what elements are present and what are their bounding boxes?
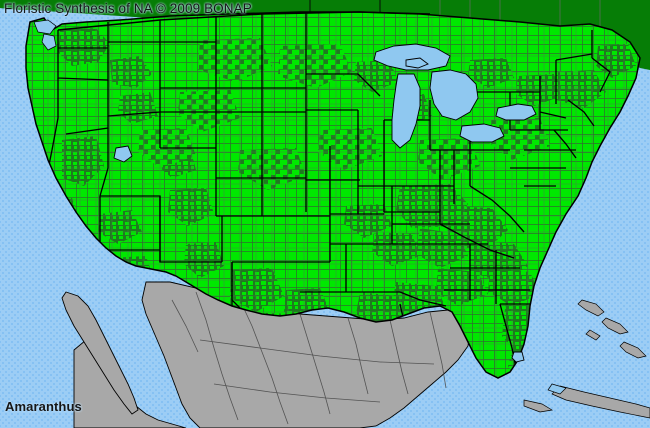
taxon-name-label: Amaranthus <box>5 399 82 414</box>
great-lakes <box>113 43 537 363</box>
national-borders <box>25 11 641 379</box>
region-mexico <box>61 281 650 428</box>
map-title: Floristic Synthesis of NA © 2009 BONAP <box>4 1 252 16</box>
coastal-water <box>33 19 567 395</box>
